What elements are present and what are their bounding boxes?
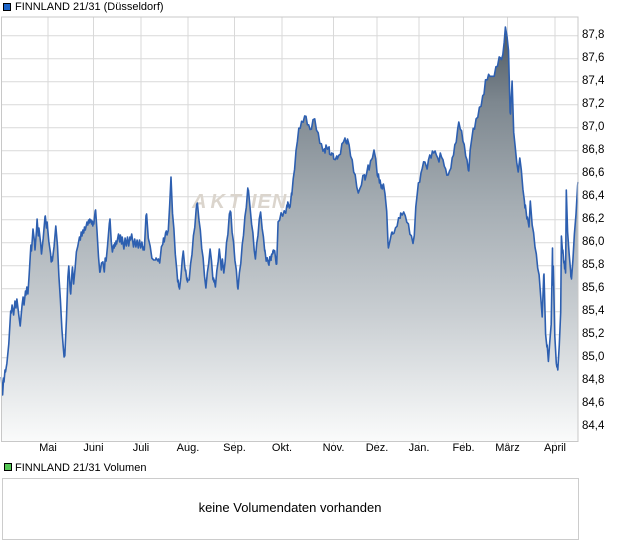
svg-text:AKTIEN: AKT IEN bbox=[191, 191, 287, 213]
